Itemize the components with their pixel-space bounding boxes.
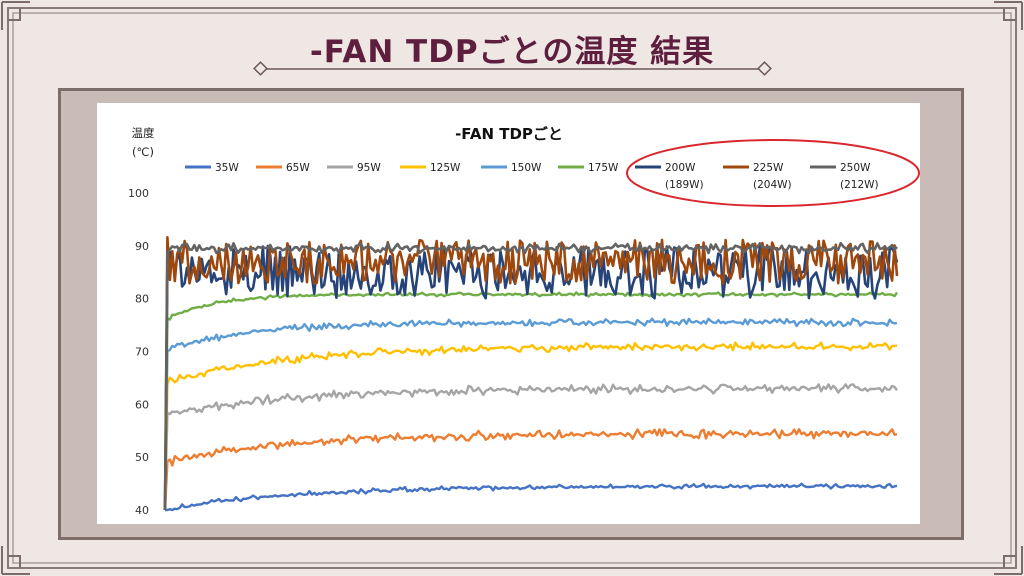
y-tick-label-40: 40 [135,504,149,517]
legend-label-125W: 125W [430,162,461,174]
legend-label-150W: 150W [511,162,542,174]
line-chart: -FAN TDPごと 温度 (℃) 40 50 60 70 80 90 100 35W 65W… [128,125,920,517]
chart-title: -FAN TDPごと [455,125,563,143]
y-tick-label-100: 100 [128,187,149,200]
legend-label-200W: 200W [665,162,696,174]
series-line-35W [165,482,898,512]
legend-sublabel-250W: (212W) [840,179,879,191]
legend-label-95W: 95W [357,162,381,174]
y-axis-label: 温度 [132,126,155,140]
series-line-150W [163,317,898,511]
series-line-125W [163,341,898,511]
legend-label-175W: 175W [588,162,619,174]
y-tick-label-80: 80 [135,293,149,306]
legend-label-225W: 225W [753,162,784,174]
legend-sublabel-225W: (204W) [753,179,792,191]
highlight-ellipse [626,139,920,207]
y-tick-label-70: 70 [135,346,149,359]
legend-label-250W: 250W [840,162,871,174]
chart-area: -FAN TDPごと 温度 (℃) 40 50 60 70 80 90 100 35W 65W… [97,103,920,524]
series-line-65W [163,428,898,511]
legend-label-65W: 65W [286,162,310,174]
y-axis-unit: (℃) [132,145,154,159]
legend-label-35W: 35W [215,162,239,174]
y-tick-label-60: 60 [135,398,149,411]
series-line-250W [163,241,898,511]
y-tick-label-50: 50 [135,451,149,464]
series-line-200W [163,244,899,511]
series-line-95W [163,383,898,511]
legend-sublabel-200W: (189W) [665,179,704,191]
page-title: -FAN TDPごとの温度 結果 [309,34,715,70]
y-tick-label-90: 90 [135,240,149,253]
